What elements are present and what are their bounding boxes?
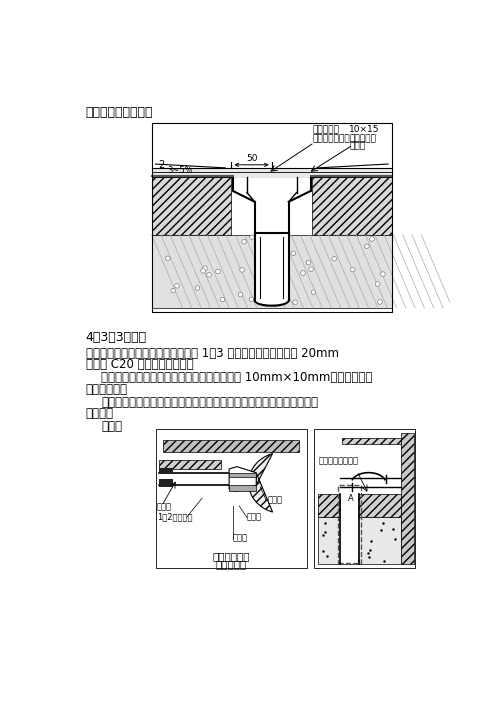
Circle shape — [378, 299, 382, 304]
Bar — [152, 168, 392, 177]
Text: 3~5%: 3~5% — [167, 167, 193, 175]
Circle shape — [216, 269, 220, 274]
Circle shape — [350, 268, 355, 272]
Text: 做至管顶部。: 做至管顶部。 — [86, 383, 128, 395]
Circle shape — [293, 300, 298, 304]
Circle shape — [311, 290, 316, 294]
Text: 立管接口处四周用密封材料交圈封严，尺寸为 10mm×10mm，上面防水层: 立管接口处四周用密封材料交圈封严，尺寸为 10mm×10mm，上面防水层 — [101, 371, 372, 384]
Bar — [254, 233, 289, 304]
Text: 2: 2 — [158, 160, 164, 170]
Bar — [340, 494, 358, 564]
Text: 50: 50 — [246, 154, 258, 163]
Text: 油麷丝: 油麷丝 — [233, 534, 248, 542]
Circle shape — [380, 272, 385, 276]
Circle shape — [171, 288, 175, 293]
Circle shape — [238, 292, 243, 297]
Bar — [160, 473, 229, 485]
Bar — [342, 438, 401, 444]
Text: 密封膏: 密封膏 — [247, 512, 262, 521]
Circle shape — [166, 256, 170, 261]
Text: 冲洗管: 冲洗管 — [157, 503, 172, 512]
Circle shape — [206, 273, 212, 277]
Bar — [160, 468, 173, 474]
Circle shape — [242, 239, 246, 244]
Bar — [340, 478, 401, 487]
Text: 10×15: 10×15 — [349, 126, 380, 134]
Circle shape — [250, 235, 254, 239]
Circle shape — [306, 261, 310, 265]
Circle shape — [220, 297, 225, 302]
Text: 1：2水泥砂浆: 1：2水泥砂浆 — [157, 512, 192, 521]
Circle shape — [249, 297, 254, 301]
Bar — [318, 517, 401, 564]
Circle shape — [174, 284, 180, 288]
Text: 大便器尾部进水处与管接口用密封材料及水泥砂浆封严，外做涂膜防水: 大便器尾部进水处与管接口用密封材料及水泥砂浆封严，外做涂膜防水 — [101, 396, 318, 409]
Circle shape — [201, 268, 205, 273]
Text: 保护层。: 保护层。 — [86, 407, 114, 420]
Circle shape — [332, 256, 336, 261]
Circle shape — [364, 244, 369, 249]
Circle shape — [195, 286, 200, 290]
Bar — [338, 485, 361, 563]
Bar — [160, 479, 173, 486]
Polygon shape — [229, 467, 256, 491]
Bar — [229, 473, 256, 477]
Text: 立管接缝用: 立管接缝用 — [312, 126, 339, 134]
Circle shape — [240, 268, 244, 273]
Bar — [401, 433, 413, 564]
Bar — [152, 235, 392, 308]
Text: 大便器: 大便器 — [268, 495, 283, 504]
Text: 大便器进水管: 大便器进水管 — [212, 551, 250, 561]
Text: 如图：: 如图： — [101, 421, 122, 433]
Bar — [152, 177, 232, 235]
Circle shape — [308, 267, 314, 272]
Circle shape — [291, 251, 296, 256]
Bar — [314, 429, 415, 568]
Polygon shape — [233, 177, 310, 233]
Polygon shape — [248, 453, 272, 512]
Text: 建筑密封膏堵严: 建筑密封膏堵严 — [312, 134, 350, 143]
Text: 与管口连接: 与管口连接 — [216, 558, 246, 569]
Text: A: A — [348, 493, 354, 503]
Bar — [163, 441, 299, 452]
Text: 大便器立管定位后，楼板四周缝隙用 1：3 水泥砂浆堵严，缝大于 20mm: 大便器立管定位后，楼板四周缝隙用 1：3 水泥砂浆堵严，缝大于 20mm — [86, 347, 339, 359]
Text: 如图：地漏防水构造: 如图：地漏防水构造 — [86, 107, 153, 119]
Circle shape — [376, 282, 380, 287]
Text: 外做涂膜防水保护: 外做涂膜防水保护 — [318, 457, 358, 465]
Bar — [229, 485, 256, 491]
Text: 时宜用 C20 细石混凝土堵严。: 时宜用 C20 细石混凝土堵严。 — [86, 358, 194, 371]
Circle shape — [300, 270, 306, 275]
Circle shape — [370, 237, 374, 241]
Text: 防水层: 防水层 — [349, 142, 366, 150]
Text: 建筑密封膏: 建筑密封膏 — [349, 134, 376, 143]
Text: 4．3．3坐便器: 4．3．3坐便器 — [86, 331, 147, 344]
Circle shape — [203, 266, 207, 270]
Bar — [156, 429, 306, 568]
Bar — [160, 460, 222, 469]
Bar — [318, 494, 401, 517]
Bar — [312, 177, 392, 235]
